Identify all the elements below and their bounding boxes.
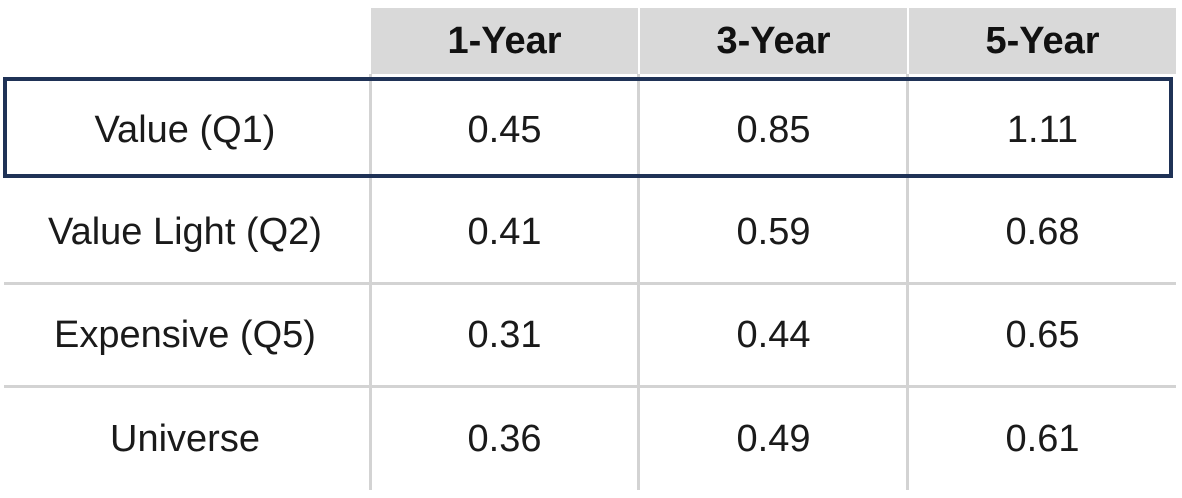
table-cell: 0.36 [467, 417, 542, 460]
table-cell: 0.49 [736, 417, 811, 460]
table-cell: 0.65 [1005, 313, 1080, 356]
row-label: Universe [110, 417, 260, 460]
table-cell: 0.59 [736, 210, 811, 253]
table-cell: 0.85 [736, 108, 811, 151]
row-label: Expensive (Q5) [54, 313, 316, 356]
table-cell: 0.31 [467, 313, 542, 356]
table-cell: 0.68 [1005, 210, 1080, 253]
column-header-1-year: 1-Year [371, 8, 638, 74]
table-cell: 0.45 [467, 108, 542, 151]
table-cell: 1.11 [1006, 108, 1079, 151]
column-header-3-year: 3-Year [640, 8, 907, 74]
table-cell: 0.41 [467, 210, 542, 253]
row-label: Value Light (Q2) [48, 210, 322, 253]
column-header-5-year: 5-Year [909, 8, 1176, 74]
row-label: Value (Q1) [94, 108, 276, 151]
table-cell: 0.44 [736, 313, 811, 356]
grid-line [4, 282, 1176, 285]
table-cell: 0.61 [1005, 417, 1080, 460]
grid-line [4, 385, 1176, 388]
